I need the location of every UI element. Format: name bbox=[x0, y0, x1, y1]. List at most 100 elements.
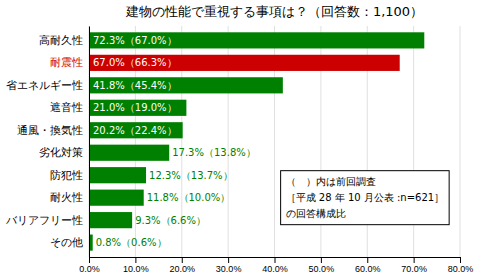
tick: 40.0% bbox=[262, 257, 288, 274]
tick-label: 60.0% bbox=[355, 264, 381, 274]
bar bbox=[89, 212, 132, 228]
tick-label: その他 bbox=[50, 236, 83, 248]
bar bbox=[89, 77, 283, 93]
value-label: 41.8% bbox=[93, 80, 125, 91]
value-label: 0.8% bbox=[96, 237, 121, 248]
tick-label: 高耐久性 bbox=[39, 34, 83, 46]
tick-label: 防犯性 bbox=[50, 169, 83, 181]
data-label: 20.2%（22.4%） bbox=[93, 125, 177, 136]
prev-value-label: （10.0%） bbox=[179, 192, 231, 203]
data-label: 67.0%（66.3%） bbox=[93, 57, 177, 68]
tick-label: 10.0% bbox=[123, 264, 149, 274]
bar bbox=[89, 100, 186, 116]
data-label: 11.8%（10.0%） bbox=[147, 192, 231, 203]
tick: 劣化対策 bbox=[39, 146, 89, 158]
bar bbox=[89, 122, 183, 138]
tick-label: 0.0% bbox=[79, 264, 100, 274]
tick: 70.0% bbox=[401, 257, 427, 274]
tick: 20.0% bbox=[169, 257, 195, 274]
value-label: 9.3% bbox=[135, 215, 160, 226]
tick-mark bbox=[228, 257, 229, 263]
tick-label: バリアフリー性 bbox=[5, 214, 83, 226]
tick: 80.0% bbox=[448, 257, 474, 274]
tick-mark bbox=[89, 257, 90, 263]
tick-label: 遮音性 bbox=[50, 101, 83, 113]
annotation: （ ）内は前回調査 ［平成 28 年 10 月公表 :n=621］ の回答構成比 bbox=[281, 171, 450, 225]
prev-value-label: （45.4%） bbox=[125, 80, 177, 91]
tick: バリアフリー性 bbox=[5, 214, 89, 226]
tick-label: 20.0% bbox=[169, 264, 195, 274]
tick: 0.0% bbox=[79, 257, 100, 274]
data-label: 41.8%（45.4%） bbox=[93, 80, 177, 91]
tick: 耐火性 bbox=[50, 191, 89, 203]
grid bbox=[89, 26, 460, 257]
prev-value-label: （66.3%） bbox=[125, 57, 177, 68]
tick-mark bbox=[275, 257, 276, 263]
annotation-text: の回答構成比 bbox=[286, 208, 346, 219]
data-label: 12.3%（13.7%） bbox=[149, 170, 233, 181]
data-label: 17.3%（13.8%） bbox=[172, 147, 256, 158]
tick-mark bbox=[182, 257, 183, 263]
tick-mark bbox=[135, 257, 136, 263]
data-label: 0.8%（0.6%） bbox=[96, 237, 167, 248]
prev-value-label: （67.0%） bbox=[125, 35, 177, 46]
tick-label: 40.0% bbox=[262, 264, 288, 274]
axis-line bbox=[89, 27, 90, 258]
prev-value-label: （19.0%） bbox=[125, 102, 177, 113]
prev-value-label: （22.4%） bbox=[125, 125, 177, 136]
tick-label: 30.0% bbox=[216, 264, 242, 274]
value-label: 67.0% bbox=[93, 57, 125, 68]
x-axis: 0.0% 10.0% 20.0% 30.0% 40.0% 50.0% 60.0% 70.0% 8… bbox=[79, 257, 473, 274]
annotation-box bbox=[281, 171, 450, 225]
tick: 高耐久性 bbox=[39, 34, 89, 46]
tick: 防犯性 bbox=[50, 169, 89, 181]
tick-label: 50.0% bbox=[309, 264, 335, 274]
value-label: 12.3% bbox=[149, 170, 181, 181]
tick-label: 80.0% bbox=[448, 264, 474, 274]
tick: 通風・換気性 bbox=[17, 124, 89, 136]
prev-value-label: （13.8%） bbox=[204, 147, 256, 158]
axis-line bbox=[90, 258, 461, 264]
tick-label: 省エネルギー性 bbox=[6, 79, 83, 91]
grid-line bbox=[460, 26, 461, 257]
value-label: 21.0% bbox=[93, 102, 125, 113]
prev-value-label: （6.6%） bbox=[161, 215, 206, 226]
y-axis: その他 バリアフリー性 耐火性 防犯性 劣化対策 通風・換気性 遮音性 省エネルギー性 耐震性 高… bbox=[5, 27, 90, 258]
tick: 耐震性 bbox=[50, 56, 89, 68]
bar bbox=[89, 32, 424, 48]
bar bbox=[89, 55, 400, 71]
data-label: 9.3%（6.6%） bbox=[135, 215, 206, 226]
bar bbox=[89, 190, 144, 206]
value-label: 20.2% bbox=[93, 125, 125, 136]
bar bbox=[89, 145, 169, 161]
bar bbox=[89, 167, 146, 183]
tick: その他 bbox=[50, 236, 89, 248]
prev-value-label: （13.7%） bbox=[181, 170, 233, 181]
title: 建物の性能で重視する事項は？（回答数：1,100） bbox=[125, 4, 423, 19]
tick-mark bbox=[460, 257, 461, 263]
tick-mark bbox=[367, 257, 368, 263]
plot: 0.0% 10.0% 20.0% 30.0% 40.0% 50.0% 60.0% 70.0% 8… bbox=[5, 26, 473, 274]
chart: 0.0% 10.0% 20.0% 30.0% 40.0% 50.0% 60.0% 70.0% 8… bbox=[0, 0, 480, 279]
tick-mark bbox=[414, 257, 415, 263]
value-label: 72.3% bbox=[93, 35, 125, 46]
tick-label: 劣化対策 bbox=[39, 146, 83, 158]
grid-line bbox=[89, 26, 90, 257]
data-labels: 0.8%（0.6%）9.3%（6.6%）11.8%（10.0%）12.3%（13… bbox=[93, 35, 256, 248]
tick: 遮音性 bbox=[50, 101, 89, 113]
value-label: 17.3% bbox=[172, 147, 204, 158]
tick-mark bbox=[321, 257, 322, 263]
value-label: 11.8% bbox=[147, 192, 179, 203]
tick-label: 通風・換気性 bbox=[17, 124, 83, 136]
annotation-text: ［平成 28 年 10 月公表 :n=621］ bbox=[286, 192, 445, 203]
tick: 50.0% bbox=[309, 257, 335, 274]
tick: 60.0% bbox=[355, 257, 381, 274]
tick-label: 70.0% bbox=[401, 264, 427, 274]
data-label: 72.3%（67.0%） bbox=[93, 35, 177, 46]
tick-label: 耐火性 bbox=[50, 191, 83, 203]
annotation-text: （ ）内は前回調査 bbox=[286, 176, 376, 187]
data-label: 21.0%（19.0%） bbox=[93, 102, 177, 113]
prev-value-label: （0.6%） bbox=[121, 237, 166, 248]
tick: 30.0% bbox=[216, 257, 242, 274]
tick-label: 耐震性 bbox=[50, 56, 83, 68]
